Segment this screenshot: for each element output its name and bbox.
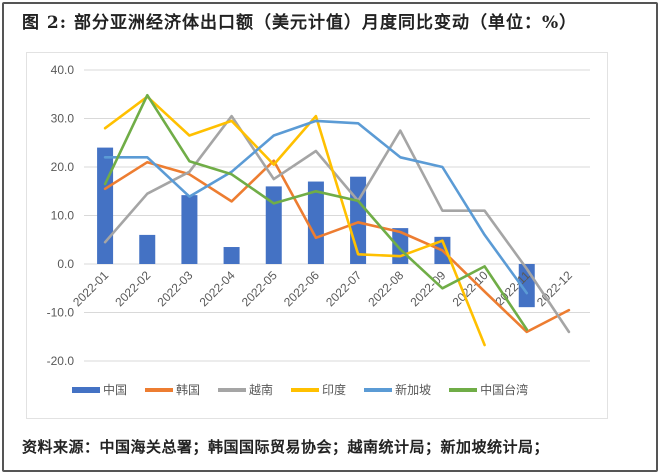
y-tick-label: 0.0 — [57, 257, 74, 271]
chart-title: 图 2: 部分亚洲经济体出口额（美元计值）月度同比变动（单位：%） — [22, 13, 578, 33]
y-tick-label: 40.0 — [51, 63, 75, 77]
legend-item: 新加坡 — [364, 381, 431, 398]
legend-label: 新加坡 — [395, 383, 432, 397]
source-note: 资料来源：中国海关总署；韩国国际贸易协会；越南统计局；新加坡统计局； — [22, 438, 550, 456]
legend-label: 中国台湾 — [480, 383, 529, 397]
bar — [139, 234, 156, 264]
legend-item: 越南 — [218, 381, 273, 398]
chart-legend: 中国 韩国 越南 印度 新加坡 中国台湾 — [72, 381, 528, 398]
series-line — [103, 93, 529, 331]
legend-swatch-icon — [449, 387, 478, 392]
legend-swatch-icon — [72, 386, 100, 393]
y-tick-label: 10.0 — [51, 209, 75, 223]
legend-label: 越南 — [249, 383, 274, 397]
legend-swatch-icon — [145, 387, 174, 392]
legend-item: 中国 — [72, 381, 127, 398]
x-tick-label: 2022-04 — [197, 268, 238, 309]
legend-swatch-icon — [218, 387, 247, 392]
bar — [181, 195, 198, 264]
x-tick-label: 2022-02 — [112, 268, 153, 309]
legend-item: 中国台湾 — [449, 381, 528, 398]
y-tick-label: -20.0 — [47, 354, 75, 368]
x-tick-label: 2022-01 — [70, 268, 111, 309]
legend-swatch-icon — [364, 387, 393, 392]
legend-label: 韩国 — [176, 383, 201, 397]
x-tick-label: 2022-06 — [281, 268, 322, 309]
x-tick-label: 2022-03 — [154, 268, 195, 309]
y-tick-label: -10.0 — [47, 306, 75, 320]
legend-swatch-icon — [291, 387, 320, 392]
bar — [97, 147, 114, 264]
bar — [223, 247, 240, 264]
y-tick-label: 30.0 — [51, 112, 75, 126]
bar — [265, 186, 282, 264]
x-tick-label: 2022-05 — [239, 268, 280, 309]
series-line — [103, 114, 571, 334]
series-line — [103, 95, 486, 347]
bar — [307, 181, 324, 264]
series-line — [103, 159, 571, 334]
series-line — [103, 119, 529, 295]
x-tick-label: 2022-08 — [365, 268, 406, 309]
legend-label: 中国 — [103, 383, 128, 397]
legend-label: 印度 — [322, 383, 347, 397]
y-tick-label: 20.0 — [51, 160, 75, 174]
legend-item: 印度 — [291, 381, 346, 398]
x-tick-label: 2022-07 — [323, 268, 364, 309]
chart-area — [26, 52, 608, 419]
legend-item: 韩国 — [145, 381, 200, 398]
